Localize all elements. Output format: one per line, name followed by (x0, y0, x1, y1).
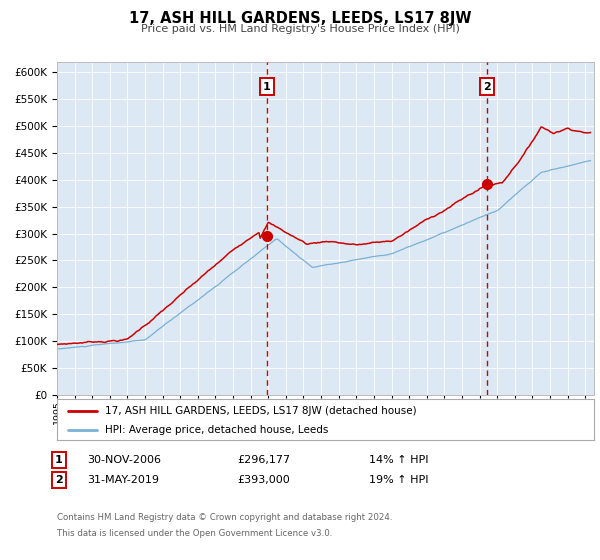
Text: £393,000: £393,000 (237, 475, 290, 485)
Text: 19% ↑ HPI: 19% ↑ HPI (369, 475, 428, 485)
Text: £296,177: £296,177 (237, 455, 290, 465)
Text: 30-NOV-2006: 30-NOV-2006 (87, 455, 161, 465)
Text: Contains HM Land Registry data © Crown copyright and database right 2024.: Contains HM Land Registry data © Crown c… (57, 514, 392, 522)
Text: 14% ↑ HPI: 14% ↑ HPI (369, 455, 428, 465)
Text: 17, ASH HILL GARDENS, LEEDS, LS17 8JW (detached house): 17, ASH HILL GARDENS, LEEDS, LS17 8JW (d… (106, 405, 417, 416)
Text: 2: 2 (483, 82, 491, 92)
Text: This data is licensed under the Open Government Licence v3.0.: This data is licensed under the Open Gov… (57, 529, 332, 538)
Text: 31-MAY-2019: 31-MAY-2019 (87, 475, 159, 485)
Text: 2: 2 (55, 475, 62, 485)
Text: 17, ASH HILL GARDENS, LEEDS, LS17 8JW: 17, ASH HILL GARDENS, LEEDS, LS17 8JW (129, 11, 471, 26)
Text: 1: 1 (55, 455, 62, 465)
Text: Price paid vs. HM Land Registry's House Price Index (HPI): Price paid vs. HM Land Registry's House … (140, 24, 460, 34)
Text: 1: 1 (263, 82, 271, 92)
Text: HPI: Average price, detached house, Leeds: HPI: Average price, detached house, Leed… (106, 424, 329, 435)
